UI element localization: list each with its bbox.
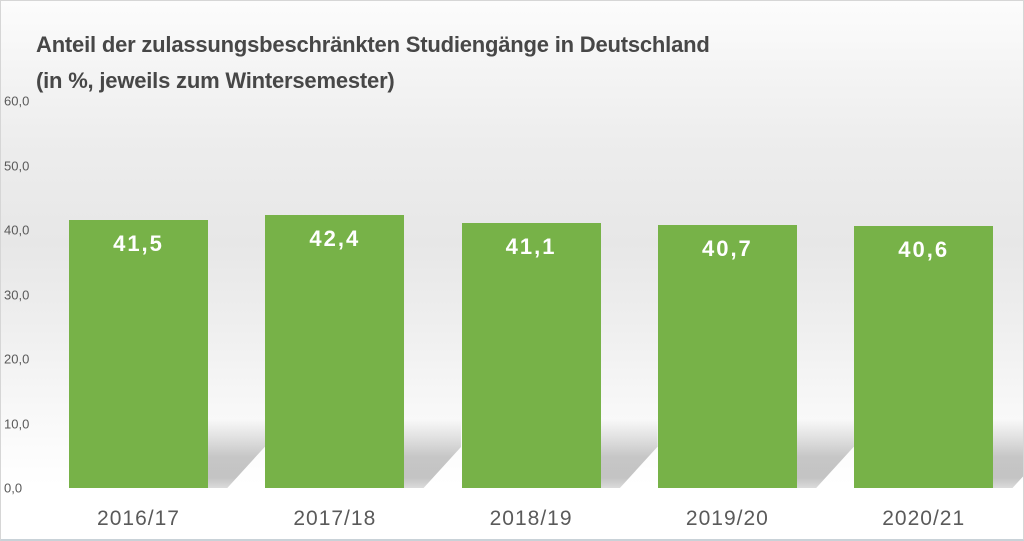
- y-axis-tick: 30,0: [4, 287, 30, 302]
- bar-2020-21: 40,6: [854, 226, 994, 488]
- x-axis-label: 2016/17: [97, 507, 180, 530]
- x-axis-label: 2020/21: [882, 507, 966, 530]
- chart-subtitle: (in %, jeweils zum Wintersemester): [36, 68, 395, 93]
- bar-shadow: [992, 419, 1023, 488]
- bar-2017-18: 42,4: [265, 215, 405, 488]
- x-axis-label: 2018/19: [489, 507, 573, 530]
- bar-shadow: [403, 419, 462, 488]
- bar-value-label: 40,6: [898, 237, 950, 262]
- bar-shadow: [207, 419, 265, 488]
- bar-2018-19: 41,1: [461, 223, 601, 488]
- bar-shadow: [599, 419, 658, 488]
- y-axis-tick: 0,0: [4, 480, 23, 496]
- bar-2016-17: 41,5: [69, 220, 208, 488]
- y-axis-tick: 60,0: [4, 93, 30, 109]
- y-axis-tick: 10,0: [4, 416, 30, 431]
- y-axis-tick: 20,0: [4, 351, 30, 367]
- y-axis-tick: 50,0: [4, 158, 30, 173]
- bar-value-label: 41,1: [505, 234, 557, 259]
- bar-value-label: 40,7: [701, 236, 753, 261]
- bar-value-label: 41,5: [113, 231, 164, 256]
- bar-shadow: [795, 419, 854, 488]
- plot-floor: [1, 488, 1023, 539]
- x-axis-label: 2017/18: [293, 507, 377, 530]
- x-axis-label: 2019/20: [685, 507, 769, 530]
- bar-2019-20: 40,7: [657, 225, 797, 488]
- y-axis-tick: 40,0: [4, 222, 30, 238]
- chart-title: Anteil der zulassungsbeschränkten Studie…: [36, 32, 710, 57]
- bar-value-label: 42,4: [309, 226, 361, 251]
